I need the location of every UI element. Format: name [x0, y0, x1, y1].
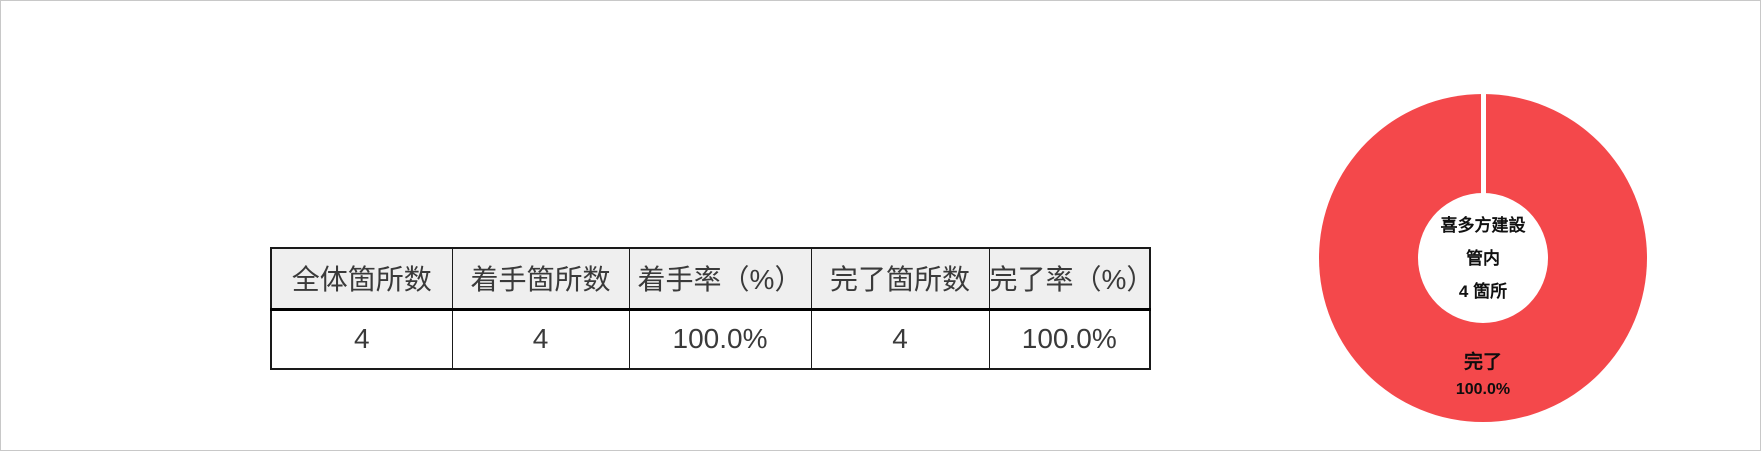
table-value-row: 4 4 100.0% 4 100.0%	[270, 308, 1151, 370]
center-label-line-3: 4 箇所	[1458, 281, 1508, 301]
donut-slice-boundary	[1480, 94, 1486, 194]
header-started-locations: 着手箇所数	[451, 247, 630, 311]
header-total-locations: 全体箇所数	[270, 247, 453, 311]
value-start-rate: 100.0%	[628, 308, 812, 370]
table-header-row: 全体箇所数 着手箇所数 着手率（%） 完了箇所数 完了率（%）	[270, 247, 1154, 311]
center-label-line-2: 管内	[1466, 248, 1500, 268]
value-started-locations: 4	[451, 308, 630, 370]
slice-label-text: 完了	[1463, 352, 1502, 373]
header-completion-rate: 完了率（%）	[988, 247, 1154, 311]
value-total-locations: 4	[270, 308, 453, 370]
donut-center-label: 喜多方建設 管内 4 箇所	[1441, 209, 1526, 308]
donut-center: 喜多方建設 管内 4 箇所	[1418, 193, 1548, 323]
completion-donut-chart: 喜多方建設 管内 4 箇所 完了 100.0%	[1319, 94, 1647, 422]
progress-stats-table: 全体箇所数 着手箇所数 着手率（%） 完了箇所数 完了率（%） 4 4 100.…	[270, 247, 1154, 370]
value-completion-rate: 100.0%	[988, 308, 1151, 370]
header-completed-locations: 完了箇所数	[810, 247, 990, 311]
center-label-line-1: 喜多方建設	[1440, 215, 1526, 235]
header-start-rate: 着手率（%）	[628, 247, 812, 311]
donut-slice-label: 完了 100.0%	[1319, 349, 1647, 403]
value-completed-locations: 4	[810, 308, 990, 370]
slice-label-value: 100.0%	[1455, 381, 1511, 398]
